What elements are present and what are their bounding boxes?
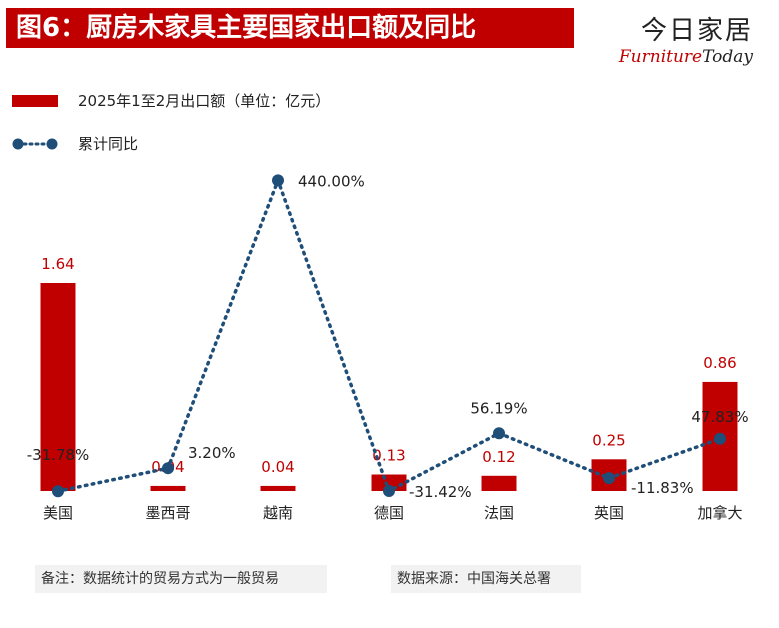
bar-2	[260, 485, 296, 491]
x-tick-label-6: 加拿大	[697, 504, 742, 522]
logo-chinese: 今日家居	[640, 16, 753, 46]
footnote-note: 备注：数据统计的贸易方式为一般贸易	[35, 565, 327, 593]
legend-bar-swatch	[12, 94, 58, 107]
title-banner: 图6：厨房木家具主要国家出口额及同比	[6, 8, 574, 48]
yoy-point-4	[493, 427, 505, 440]
yoy-label-5: -11.83%	[631, 479, 694, 497]
bar-4	[481, 475, 517, 491]
logo-furniture: Furniture	[618, 47, 703, 67]
yoy-label-4: 56.19%	[470, 399, 527, 417]
chart-title: 图6：厨房木家具主要国家出口额及同比	[16, 13, 477, 43]
legend-item-line: 累计同比	[12, 133, 138, 154]
yoy-label-6: 47.83%	[691, 408, 748, 426]
yoy-label-1: 3.20%	[188, 444, 236, 462]
yoy-label-2: 440.00%	[298, 172, 365, 190]
x-tick-label-2: 越南	[263, 504, 293, 522]
yoy-label-0: -31.78%	[27, 446, 90, 464]
logo-today: Today	[702, 47, 753, 67]
bar-label-5: 0.25	[592, 431, 625, 449]
logo-english: FurnitureToday	[619, 47, 753, 67]
bar-label-2: 0.04	[261, 458, 294, 476]
bar-3	[371, 474, 407, 491]
yoy-point-0	[52, 485, 64, 498]
yoy-point-6	[714, 432, 726, 445]
x-tick-label-1: 墨西哥	[145, 504, 190, 522]
x-tick-label-0: 美国	[43, 504, 73, 522]
yoy-label-3: -31.42%	[409, 483, 472, 501]
bar-1	[150, 485, 186, 491]
yoy-point-2	[272, 174, 284, 187]
yoy-point-3	[383, 485, 395, 498]
legend-line-swatch	[12, 138, 58, 149]
bar-label-3: 0.13	[372, 447, 405, 465]
yoy-point-1	[162, 462, 174, 475]
footnote-source: 数据来源：中国海关总署	[391, 565, 581, 593]
x-tick-label-3: 德国	[374, 504, 404, 522]
legend-line-label: 累计同比	[78, 135, 139, 153]
legend-bar-label: 2025年1至2月出口额（单位：亿元）	[78, 92, 331, 110]
bar-label-6: 0.86	[703, 354, 736, 372]
yoy-point-5	[603, 472, 615, 485]
bar-label-4: 0.12	[482, 448, 515, 466]
bar-label-0: 1.64	[41, 255, 74, 273]
x-tick-label-4: 法国	[484, 504, 514, 522]
legend-item-bar: 2025年1至2月出口额（单位：亿元）	[12, 90, 330, 111]
x-tick-label-5: 英国	[594, 504, 624, 522]
bar-0	[40, 283, 76, 491]
